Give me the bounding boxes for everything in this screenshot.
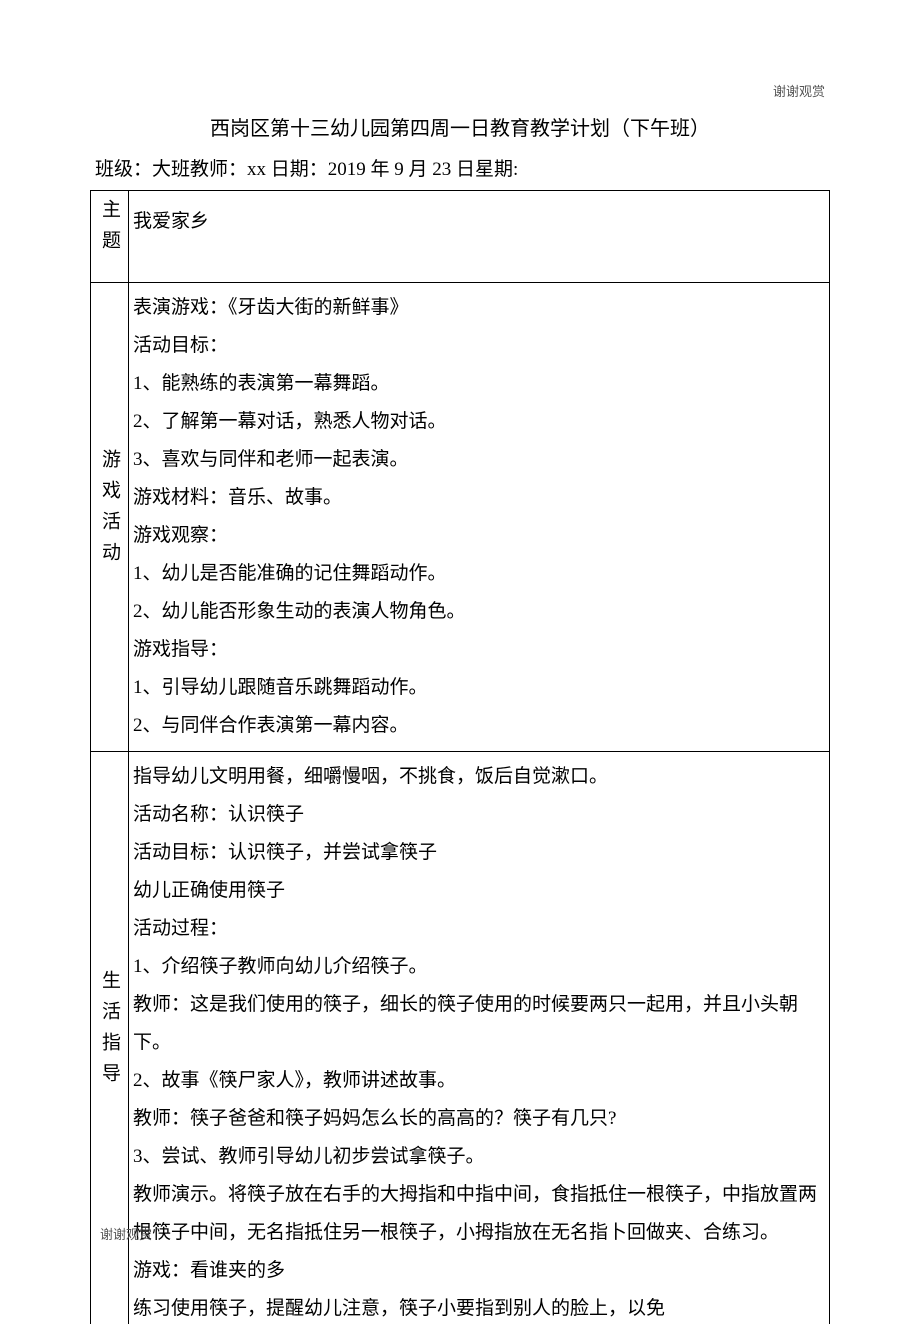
footer-watermark: 谢谢观赏 [100, 1223, 152, 1248]
game-line: 活动目标： [133, 327, 825, 365]
theme-row: 主题 我爱家乡 [91, 191, 830, 283]
theme-text: 我爱家乡 [133, 203, 825, 241]
plan-table: 主题 我爱家乡 游戏活动 表演游戏：《牙齿大街的新鲜事》 活动目标： 1、能熟练… [90, 190, 830, 1324]
life-line: 活动过程： [133, 910, 825, 948]
life-line: 游戏：看谁夹的多 [133, 1252, 825, 1290]
life-row: 生活指导 指导幼儿文明用餐，细嚼慢咽，不挑食，饭后自觉漱口。 活动名称：认识筷子… [91, 752, 830, 1324]
game-line: 表演游戏：《牙齿大街的新鲜事》 [133, 289, 825, 327]
life-label-text: 生活指导 [100, 970, 119, 1094]
life-line: 1、介绍筷子教师向幼儿介绍筷子。 [133, 948, 825, 986]
game-line: 游戏指导： [133, 631, 825, 669]
life-line: 练习使用筷子，提醒幼儿注意，筷子小要指到别人的脸上，以免 [133, 1290, 825, 1318]
life-content: 指导幼儿文明用餐，细嚼慢咽，不挑食，饭后自觉漱口。 活动名称：认识筷子 活动目标… [129, 752, 830, 1324]
game-label-text: 游戏活动 [100, 449, 119, 573]
game-line: 1、幼儿是否能准确的记住舞蹈动作。 [133, 555, 825, 593]
game-line: 游戏材料：音乐、故事。 [133, 479, 825, 517]
life-line: 活动名称：认识筷子 [133, 796, 825, 834]
theme-content: 我爱家乡 [129, 191, 830, 283]
game-row: 游戏活动 表演游戏：《牙齿大街的新鲜事》 活动目标： 1、能熟练的表演第一幕舞蹈… [91, 283, 830, 752]
game-line: 2、幼儿能否形象生动的表演人物角色。 [133, 593, 825, 631]
life-line: 教师：筷子爸爸和筷子妈妈怎么长的高高的？筷子有几只? [133, 1100, 825, 1138]
document-title: 西岗区第十三幼儿园第四周一日教育教学计划（下午班） [90, 110, 830, 148]
life-line: 3、尝试、教师引导幼儿初步尝试拿筷子。 [133, 1138, 825, 1176]
life-line: 教师演示。将筷子放在右手的大拇指和中指中间，食指抵住一根筷子，中指放置两根筷子中… [133, 1176, 825, 1252]
life-line: 幼儿正确使用筷子 [133, 872, 825, 910]
game-line: 游戏观察： [133, 517, 825, 555]
game-line: 1、能熟练的表演第一幕舞蹈。 [133, 365, 825, 403]
life-line: 活动目标：认识筷子，并尝试拿筷子 [133, 834, 825, 872]
theme-label-text: 主题 [100, 199, 119, 261]
life-line: 指导幼儿文明用餐，细嚼慢咽，不挑食，饭后自觉漱口。 [133, 758, 825, 796]
header-watermark: 谢谢观赏 [773, 80, 825, 105]
life-line: 2、故事《筷尸家人》，教师讲述故事。 [133, 1062, 825, 1100]
theme-label: 主题 [91, 191, 129, 283]
game-line: 1、引导幼儿跟随音乐跳舞蹈动作。 [133, 669, 825, 707]
game-line: 2、了解第一幕对话，熟悉人物对话。 [133, 403, 825, 441]
game-content: 表演游戏：《牙齿大街的新鲜事》 活动目标： 1、能熟练的表演第一幕舞蹈。 2、了… [129, 283, 830, 752]
document-meta: 班级：大班教师：xx 日期：2019 年 9 月 23 日星期: [90, 152, 830, 188]
game-line: 3、喜欢与同伴和老师一起表演。 [133, 441, 825, 479]
life-line: 教师：这是我们使用的筷子，细长的筷子使用的时候要两只一起用，并且小头朝下。 [133, 986, 825, 1062]
game-label: 游戏活动 [91, 283, 129, 752]
game-line: 2、与同伴合作表演第一幕内容。 [133, 707, 825, 745]
